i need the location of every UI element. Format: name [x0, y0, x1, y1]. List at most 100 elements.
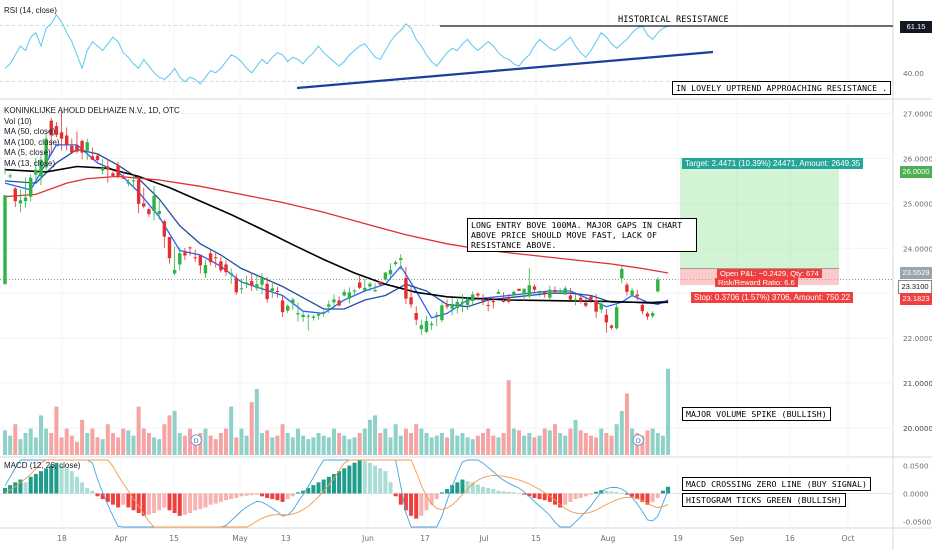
candle-body [393, 262, 398, 265]
macd-histogram-bar [275, 493, 280, 501]
volume-bar [357, 433, 362, 455]
volume-bar [650, 428, 655, 455]
volume-bar [110, 433, 115, 455]
candle-body [111, 173, 115, 176]
legend-ma5: MA (5, close) [4, 148, 51, 157]
time-tick-label: 19 [673, 534, 683, 543]
candle-body [589, 296, 593, 300]
candle-body [429, 323, 434, 326]
macd-histogram-bar [3, 487, 7, 494]
candle-body [476, 293, 480, 296]
rsi-pane [0, 13, 893, 85]
volume-bar [167, 415, 172, 455]
volume-bar [188, 428, 193, 455]
volume-bar [229, 406, 234, 455]
macd-histogram-bar [588, 493, 593, 495]
price-tag-target: 26.0000 [900, 166, 932, 178]
candle-body [656, 279, 660, 292]
macd-histogram-bar [290, 493, 295, 497]
macd-histogram-bar [409, 493, 414, 516]
candle-body [522, 288, 526, 295]
volume-bar [331, 428, 336, 455]
volume-bar [44, 428, 49, 455]
macd-histogram-bar [162, 493, 167, 508]
volume-bar [655, 433, 660, 455]
volume-bar [38, 415, 43, 455]
candle-body [291, 299, 295, 304]
volume-bar [393, 424, 398, 455]
candle-body [363, 287, 367, 291]
candle-body [39, 159, 43, 177]
candle-body [280, 300, 285, 313]
macd-histogram-bar [547, 493, 552, 502]
volume-bar [198, 433, 203, 455]
price-tick-label: 26.0000 [903, 154, 932, 163]
volume-bar [511, 428, 516, 455]
volume-bar [74, 441, 79, 455]
position-tool[interactable] [680, 158, 839, 286]
candle-body [548, 289, 552, 298]
candle-body [265, 283, 269, 300]
candle-body [604, 314, 609, 323]
volume-bar [619, 411, 624, 455]
price-tick-label: 25.0000 [903, 199, 932, 208]
candle-body [219, 261, 223, 271]
macd-histogram-bar [198, 493, 203, 510]
volume-bar [254, 389, 259, 455]
candle-body [635, 294, 639, 297]
volume-bar [141, 428, 146, 455]
macd-note-2: HISTOGRAM TICKS GREEN (BULLISH) [682, 493, 846, 507]
macd-histogram-bar [604, 490, 609, 494]
macd-histogram-bar [439, 492, 444, 494]
volume-bar [100, 439, 105, 455]
price-tick-label: 22.0000 [903, 334, 932, 343]
volume-bar [398, 435, 403, 455]
axes: 27.000026.000025.000024.000023.000022.00… [57, 69, 932, 543]
macd-histogram-bar [342, 468, 347, 494]
volume-bar [491, 435, 496, 455]
candle-body [501, 300, 506, 302]
macd-histogram-bar [234, 493, 239, 498]
volume-bar [403, 428, 408, 455]
candle-body [578, 297, 583, 302]
candle-body [435, 314, 439, 316]
candle-body [116, 165, 120, 176]
time-tick-label: 18 [57, 534, 67, 543]
candle-body [558, 290, 562, 292]
volume-bar [486, 428, 491, 455]
volume-bar [666, 368, 671, 455]
candle-body [573, 299, 578, 301]
macd-histogram-bar [506, 491, 511, 494]
volume-bar [624, 393, 629, 455]
volume-bar [64, 428, 69, 455]
macd-histogram-bar [578, 493, 583, 498]
volume-bar [306, 439, 311, 455]
volume-bar [33, 437, 38, 455]
candle-body [620, 268, 624, 279]
volume-bar [116, 437, 121, 455]
volume-bar [630, 428, 635, 455]
candle-body [481, 299, 485, 301]
volume-bar [208, 435, 213, 455]
candle-body [18, 200, 23, 204]
ma-line [4, 175, 669, 274]
price-tick-label: 24.0000 [903, 244, 932, 253]
candle-body [563, 288, 567, 295]
volume-bar [445, 437, 450, 455]
volume-bar [49, 433, 54, 455]
rsi-tag: 61.15 [900, 21, 932, 33]
macd-histogram-bar [95, 493, 100, 497]
volume-bar [285, 433, 290, 455]
candle-body [630, 290, 634, 296]
volume-bar [126, 430, 131, 455]
macd-histogram-bar [208, 493, 213, 505]
volume-bar [481, 433, 486, 455]
candle-body [157, 210, 161, 215]
volume-bar [218, 433, 223, 455]
candle-body [527, 285, 531, 297]
candle-body [486, 304, 490, 306]
volume-bar [542, 428, 547, 455]
macd-histogram-bar [33, 473, 38, 494]
candle-body [645, 313, 650, 317]
volume-bar [249, 402, 254, 455]
